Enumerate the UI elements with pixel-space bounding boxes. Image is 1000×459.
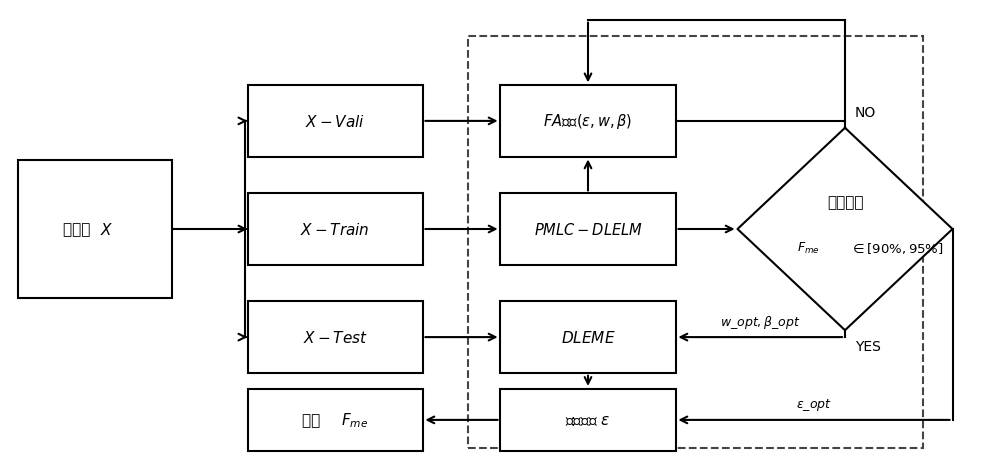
- Bar: [248, 302, 422, 373]
- Text: $\in[90\%,95\%]$: $\in[90\%,95\%]$: [850, 241, 944, 255]
- Text: $X-Train$: $X-Train$: [300, 222, 370, 237]
- Text: 目标函数: 目标函数: [827, 195, 863, 209]
- Bar: [248, 86, 422, 157]
- Text: 决策阈值 $ε$: 决策阈值 $ε$: [565, 413, 611, 427]
- Text: $w\_opt, \beta\_opt$: $w\_opt, \beta\_opt$: [720, 313, 800, 330]
- Text: $X-Test$: $X-Test$: [303, 330, 367, 345]
- Bar: [468, 37, 923, 448]
- Text: $PMLC-DLELM$: $PMLC-DLELM$: [534, 222, 642, 237]
- Bar: [500, 389, 676, 451]
- Bar: [18, 161, 172, 298]
- Text: NO: NO: [855, 106, 876, 119]
- Text: $X$: $X$: [100, 222, 113, 237]
- Text: 输出: 输出: [302, 413, 325, 427]
- Bar: [248, 389, 422, 451]
- Text: $F_{me}$: $F_{me}$: [797, 241, 820, 255]
- Text: $\varepsilon\_opt$: $\varepsilon\_opt$: [796, 396, 832, 412]
- Text: YES: YES: [855, 340, 881, 353]
- Text: $DLEME$: $DLEME$: [561, 330, 615, 345]
- Bar: [500, 86, 676, 157]
- Text: 样本数: 样本数: [63, 222, 95, 237]
- Bar: [500, 302, 676, 373]
- Text: $X-Vali$: $X-Vali$: [305, 114, 365, 129]
- Bar: [248, 194, 422, 265]
- Text: $FA$优化$(ε, w, β)$: $FA$优化$(ε, w, β)$: [543, 112, 633, 131]
- Polygon shape: [737, 129, 952, 330]
- Bar: [500, 194, 676, 265]
- Text: $F_{me}$: $F_{me}$: [341, 411, 369, 429]
